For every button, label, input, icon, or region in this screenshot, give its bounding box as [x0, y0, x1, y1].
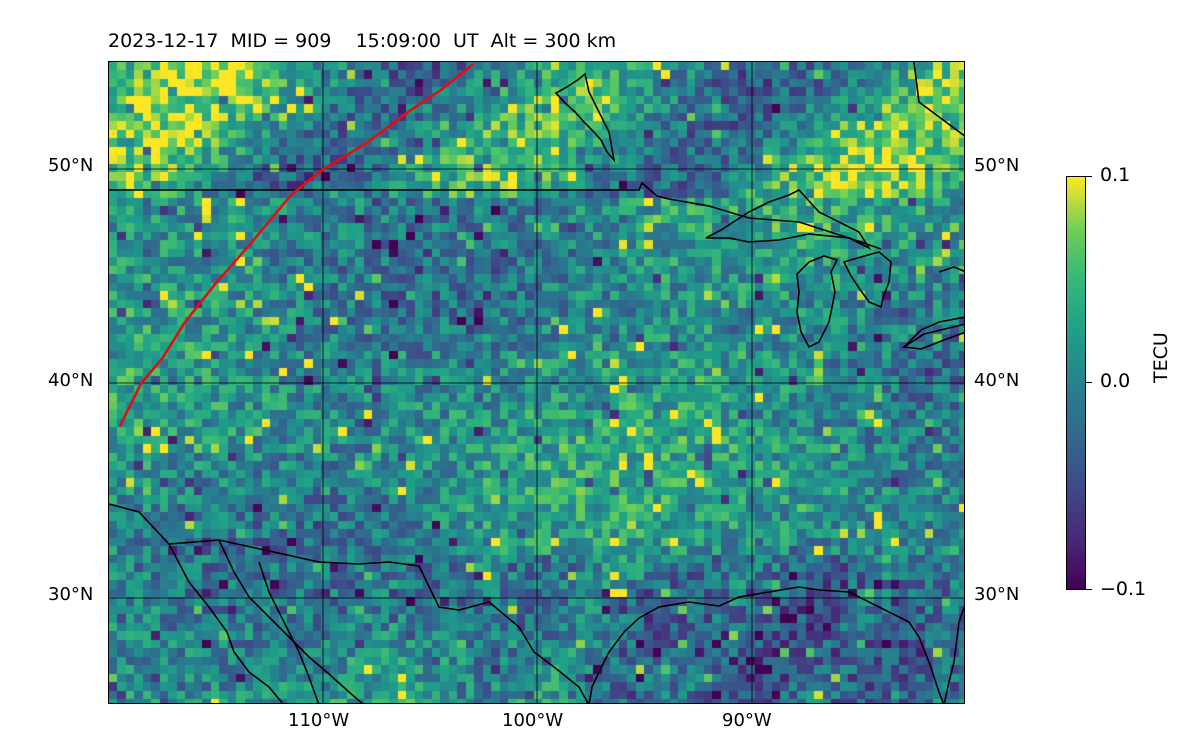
- map-overlay: [109, 62, 964, 703]
- lat-label-left-40: 40°N: [48, 370, 94, 391]
- title-date: 2023-12-17: [108, 30, 219, 52]
- colorbar-tick-mid: [1086, 382, 1092, 383]
- us-canada-border: [109, 181, 882, 250]
- gulf-coast: [588, 586, 945, 703]
- lat-label-left-50: 50°N: [48, 155, 94, 176]
- lon-label-100w: 100°W: [502, 710, 564, 731]
- title-mid: MID = 909: [230, 30, 332, 52]
- us-mexico-border: [109, 503, 589, 703]
- colorbar-label-min: −0.1: [1100, 578, 1147, 600]
- colorbar-tick-top: [1086, 176, 1092, 177]
- lat-label-right-30: 30°N: [974, 584, 1020, 605]
- lake-michigan: [796, 255, 839, 349]
- colorbar-label-zero: 0.0: [1100, 370, 1131, 392]
- lon-label-90w: 90°W: [722, 710, 772, 731]
- title-alt: Alt = 300 km: [490, 30, 617, 52]
- title-time: 15:09:00 UT: [355, 30, 479, 52]
- lat-label-right-50: 50°N: [974, 155, 1020, 176]
- florida-coast: [943, 605, 964, 703]
- great-lakes-east: [903, 316, 964, 348]
- baja-inner: [258, 561, 320, 703]
- lake-ontario: [938, 266, 964, 273]
- colorbar-title: TECU: [1150, 332, 1172, 383]
- lake-erie: [901, 323, 964, 350]
- lon-label-110w: 110°W: [288, 710, 350, 731]
- lake-superior: [705, 189, 872, 250]
- lat-label-left-30: 30°N: [48, 584, 94, 605]
- lake-winnipeg: [554, 72, 616, 163]
- colorbar: [1066, 176, 1086, 590]
- baja-coast: [168, 543, 284, 703]
- tec-map: [108, 61, 965, 704]
- satellite-track: [118, 63, 475, 427]
- colorbar-tick-bottom: [1086, 589, 1092, 590]
- colorbar-label-max: 0.1: [1100, 164, 1131, 186]
- hudson-bay: [913, 62, 964, 137]
- gulf-of-california: [218, 539, 363, 703]
- gridlines: [109, 62, 964, 703]
- plot-title: 2023-12-17 MID = 909 15:09:00 UT Alt = 3…: [108, 30, 616, 52]
- lat-label-right-40: 40°N: [974, 370, 1020, 391]
- lake-huron: [842, 251, 892, 309]
- coastlines: [109, 62, 964, 703]
